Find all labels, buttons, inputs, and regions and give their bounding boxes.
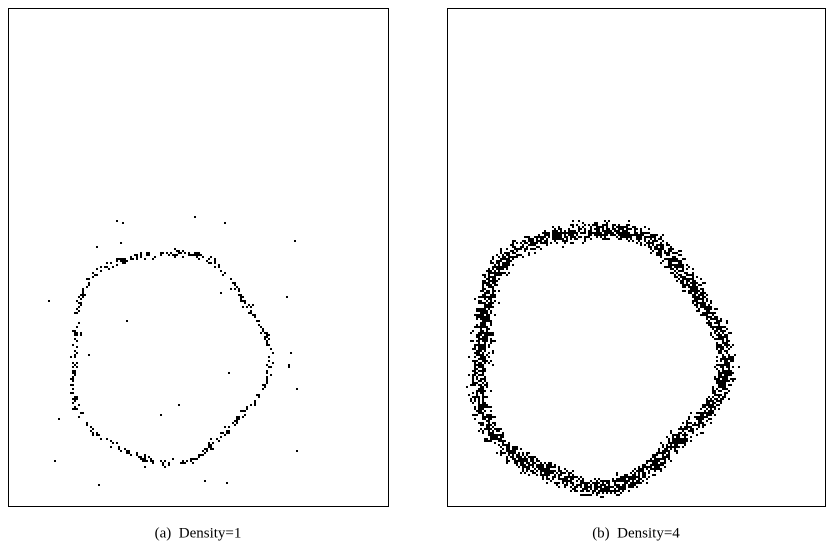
caption: (b) Density=4 bbox=[592, 525, 680, 541]
panel-frame bbox=[9, 9, 389, 507]
figure: (a) Density=1 (b) Density=4 bbox=[0, 0, 827, 546]
caption: (a) Density=1 bbox=[155, 525, 242, 541]
